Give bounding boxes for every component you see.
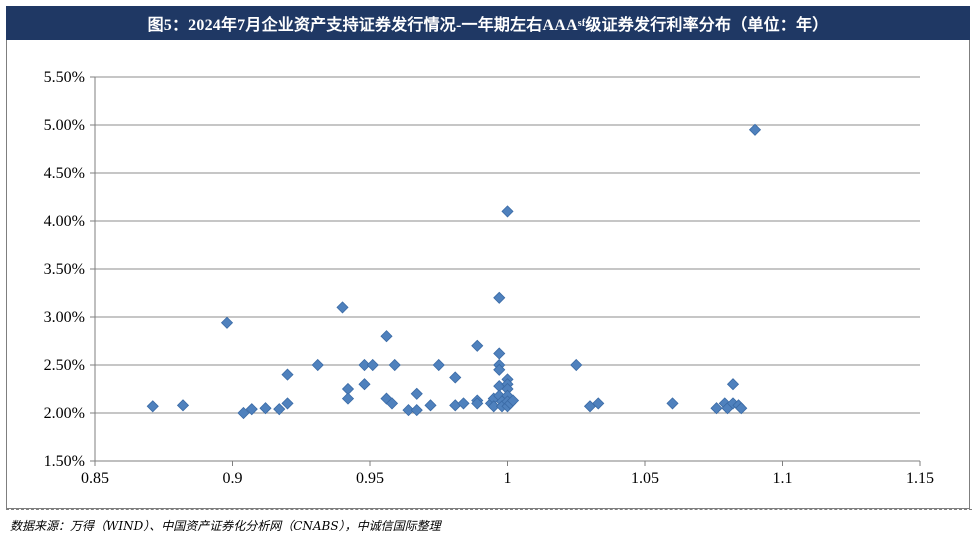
y-tick-label: 5.50% [44,69,85,86]
data-point [341,392,355,405]
data-point [748,123,762,136]
data-point [176,399,190,412]
data-point [457,397,470,410]
chart-title-main: 图5：2024年7月企业资产支持证券发行情况-一年期左右AAA [147,17,578,34]
data-point [493,291,506,304]
data-point [388,358,401,372]
data-point [273,403,286,416]
chart-title-subscript: sf [577,17,586,29]
data-point [726,378,740,391]
gridlines [95,76,920,414]
data-point [385,397,399,410]
chart-frame [6,40,970,509]
x-tick-label: 1.1 [773,470,793,487]
data-point [506,394,520,407]
chart-title-tail: 级证券发行利率分布（单位：年） [585,17,829,34]
data-point [487,400,500,413]
data-point [493,363,506,376]
data-point [358,378,371,391]
data-points [146,123,762,420]
data-point [592,397,605,410]
chart-title: 图5：2024年7月企业资产支持证券发行情况-一年期左右AAA sf 级证券发行利率… [6,6,970,40]
x-tick-label: 1.15 [906,470,934,487]
data-point [281,397,294,410]
data-point [710,402,723,415]
data-point [358,358,371,372]
y-tick-label: 5.00% [44,117,85,134]
data-point [570,358,583,372]
data-point [281,368,294,381]
source-note: 数据来源：万得（WIND）、中国资产证券化分析网（CNABS），中诚信国际整理 [6,509,972,534]
data-point [666,397,679,410]
scatter-chart: 1.50% 2.00% 2.50% 3.00% 3.50% 4.00% 4.50% 5.00%… [44,69,934,487]
data-point [402,404,415,417]
data-point [501,205,514,218]
data-point [366,358,379,372]
data-point [410,404,423,417]
y-tick-label: 2.00% [44,405,85,422]
data-point [449,371,462,384]
x-tick-label: 1 [504,470,512,487]
x-tick-label: 1.05 [631,470,659,487]
data-point [311,358,324,372]
data-point [424,399,437,412]
data-point [146,400,159,413]
y-axis-ticks: 1.50% 2.00% 2.50% 3.00% 3.50% 4.00% 4.50% 5.00%… [44,69,95,470]
data-point [432,358,445,372]
data-point [220,316,234,329]
data-point [245,403,258,416]
data-point [380,330,393,343]
y-tick-label: 1.50% [44,453,85,470]
data-point [471,339,484,352]
data-point [410,387,423,400]
y-tick-label: 2.50% [44,357,85,374]
data-point [336,301,349,314]
data-point [449,399,462,412]
data-point [237,406,250,420]
x-tick-label: 0.9 [223,470,243,487]
y-tick-label: 4.50% [44,165,85,182]
data-point [259,402,272,415]
x-axis-ticks: 0.85 0.9 0.95 1 1.05 1.1 1.15 [81,461,934,487]
data-point [493,347,506,360]
x-tick-label: 0.95 [356,470,384,487]
data-point [735,402,748,415]
y-tick-label: 3.00% [44,309,85,326]
x-tick-label: 0.85 [81,470,109,487]
y-tick-label: 4.00% [44,213,85,230]
data-point [471,397,484,410]
y-tick-label: 3.50% [44,261,85,278]
